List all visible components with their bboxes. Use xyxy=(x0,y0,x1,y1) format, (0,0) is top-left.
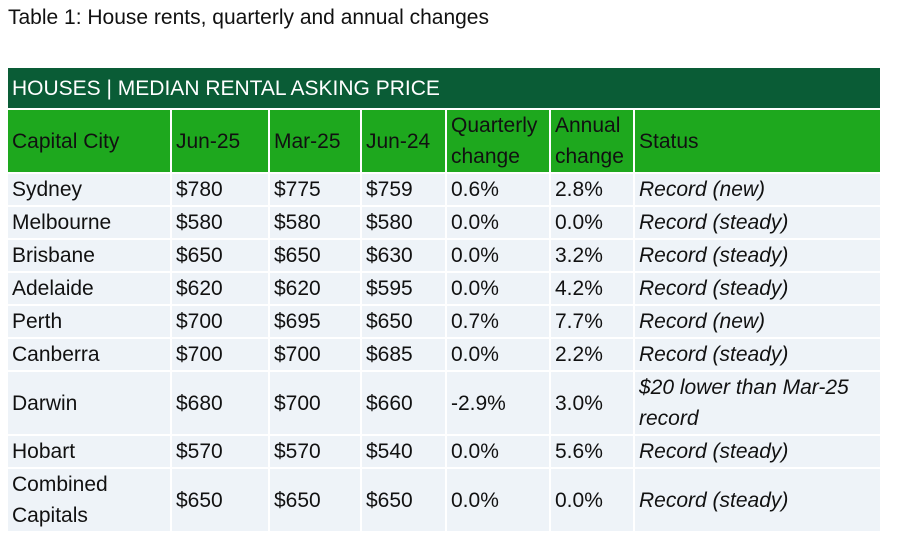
cell-annual-change: 0.0% xyxy=(550,467,635,531)
cell-city: Canberra xyxy=(8,337,172,371)
cell-quarterly-change: 0.0% xyxy=(446,205,551,239)
cell-jun-25: $700 xyxy=(171,337,270,371)
cell-jun-24: $685 xyxy=(361,337,447,371)
cell-city: Hobart xyxy=(8,434,172,468)
cell-status: Record (steady) xyxy=(634,434,881,468)
cell-annual-change: 0.0% xyxy=(550,205,635,239)
cell-jun-25: $580 xyxy=(171,205,270,239)
table-caption: Table 1: House rents, quarterly and annu… xyxy=(8,6,489,29)
cell-mar-25: $570 xyxy=(269,434,362,468)
cell-jun-25: $780 xyxy=(171,172,270,206)
header-annual-change: Annual change xyxy=(550,109,635,173)
cell-jun-24: $595 xyxy=(361,271,447,305)
cell-mar-25: $580 xyxy=(269,205,362,239)
cell-annual-change: 3.0% xyxy=(550,370,635,435)
cell-jun-25: $650 xyxy=(171,467,270,531)
cell-jun-25: $620 xyxy=(171,271,270,305)
cell-status: Record (steady) xyxy=(634,467,881,531)
cell-status: Record (steady) xyxy=(634,205,881,239)
cell-status: $20 lower than Mar-25 record xyxy=(634,370,881,435)
cell-jun-25: $700 xyxy=(171,304,270,338)
cell-status: Record (steady) xyxy=(634,337,881,371)
cell-city: Adelaide xyxy=(8,271,172,305)
cell-mar-25: $650 xyxy=(269,238,362,272)
cell-quarterly-change: 0.0% xyxy=(446,467,551,531)
cell-jun-24: $650 xyxy=(361,467,447,531)
table-row: Canberra $700 $700 $685 0.0% 2.2% Record… xyxy=(8,337,881,371)
cell-quarterly-change: 0.0% xyxy=(446,434,551,468)
cell-jun-24: $630 xyxy=(361,238,447,272)
cell-mar-25: $775 xyxy=(269,172,362,206)
cell-mar-25: $620 xyxy=(269,271,362,305)
header-jun-24: Jun-24 xyxy=(361,109,447,173)
cell-jun-25: $650 xyxy=(171,238,270,272)
cell-annual-change: 4.2% xyxy=(550,271,635,305)
cell-city: Darwin xyxy=(8,370,172,435)
cell-jun-25: $680 xyxy=(171,370,270,435)
cell-mar-25: $650 xyxy=(269,467,362,531)
table-row: Brisbane $650 $650 $630 0.0% 3.2% Record… xyxy=(8,238,881,272)
header-mar-25: Mar-25 xyxy=(269,109,362,173)
header-capital-city: Capital City xyxy=(8,109,172,173)
table-row: Perth $700 $695 $650 0.7% 7.7% Record (n… xyxy=(8,304,881,338)
cell-quarterly-change: 0.0% xyxy=(446,337,551,371)
cell-status: Record (new) xyxy=(634,172,881,206)
header-jun-25: Jun-25 xyxy=(171,109,270,173)
cell-quarterly-change: 0.0% xyxy=(446,238,551,272)
cell-annual-change: 7.7% xyxy=(550,304,635,338)
header-status: Status xyxy=(634,109,881,173)
cell-status: Record (new) xyxy=(634,304,881,338)
cell-jun-25: $570 xyxy=(171,434,270,468)
cell-jun-24: $580 xyxy=(361,205,447,239)
cell-jun-24: $759 xyxy=(361,172,447,206)
cell-jun-24: $540 xyxy=(361,434,447,468)
cell-city: Melbourne xyxy=(8,205,172,239)
cell-quarterly-change: 0.7% xyxy=(446,304,551,338)
table-row: Adelaide $620 $620 $595 0.0% 4.2% Record… xyxy=(8,271,881,305)
header-row: Capital City Jun-25 Mar-25 Jun-24 Quarte… xyxy=(8,109,881,173)
cell-annual-change: 2.2% xyxy=(550,337,635,371)
cell-quarterly-change: -2.9% xyxy=(446,370,551,435)
table-title: HOUSES | MEDIAN RENTAL ASKING PRICE xyxy=(8,68,881,110)
rent-table: HOUSES | MEDIAN RENTAL ASKING PRICE Capi… xyxy=(8,68,881,531)
cell-status: Record (steady) xyxy=(634,271,881,305)
cell-status: Record (steady) xyxy=(634,238,881,272)
cell-city: Combined Capitals xyxy=(8,467,172,531)
cell-city: Sydney xyxy=(8,172,172,206)
cell-annual-change: 3.2% xyxy=(550,238,635,272)
cell-mar-25: $700 xyxy=(269,370,362,435)
cell-mar-25: $695 xyxy=(269,304,362,338)
cell-jun-24: $650 xyxy=(361,304,447,338)
cell-city: Brisbane xyxy=(8,238,172,272)
cell-quarterly-change: 0.6% xyxy=(446,172,551,206)
cell-mar-25: $700 xyxy=(269,337,362,371)
table-row: Melbourne $580 $580 $580 0.0% 0.0% Recor… xyxy=(8,205,881,239)
table-row: Combined Capitals $650 $650 $650 0.0% 0.… xyxy=(8,467,881,531)
cell-quarterly-change: 0.0% xyxy=(446,271,551,305)
cell-jun-24: $660 xyxy=(361,370,447,435)
table-row: Sydney $780 $775 $759 0.6% 2.8% Record (… xyxy=(8,172,881,206)
cell-annual-change: 5.6% xyxy=(550,434,635,468)
table-title-row: HOUSES | MEDIAN RENTAL ASKING PRICE xyxy=(8,68,881,110)
cell-annual-change: 2.8% xyxy=(550,172,635,206)
header-quarterly-change: Quarterly change xyxy=(446,109,551,173)
table-row: Hobart $570 $570 $540 0.0% 5.6% Record (… xyxy=(8,434,881,468)
cell-city: Perth xyxy=(8,304,172,338)
table-row: Darwin $680 $700 $660 -2.9% 3.0% $20 low… xyxy=(8,370,881,435)
